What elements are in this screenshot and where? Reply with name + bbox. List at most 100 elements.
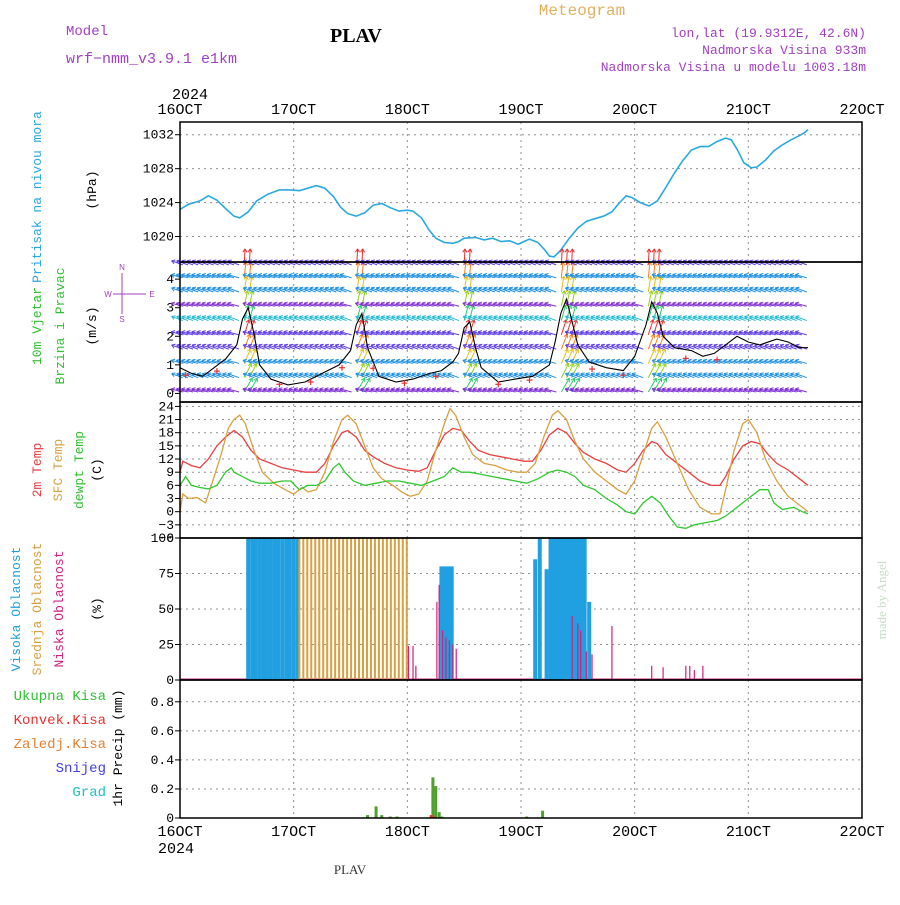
- wind-arrowhead: [392, 316, 396, 317]
- wind-arrowhead: [207, 274, 211, 275]
- wind-arrowhead: [279, 359, 283, 360]
- wind-arrowhead: [698, 331, 702, 332]
- wind-arrowhead: [509, 260, 513, 261]
- wind-arrowhead: [514, 331, 518, 332]
- wind-arrowhead: [269, 316, 273, 317]
- wind-arrowhead: [299, 287, 303, 288]
- wind-arrowhead: [693, 359, 697, 360]
- wind-arrowhead: [371, 331, 375, 332]
- wind-arrowhead: [719, 331, 723, 332]
- wind-arrowhead: [172, 373, 176, 374]
- wind-arrowhead: [575, 331, 579, 332]
- wind-arrowhead: [698, 260, 702, 261]
- wind-arrowhead: [765, 373, 769, 374]
- wind-arrowhead: [412, 274, 416, 275]
- wind-arrowhead: [540, 373, 544, 374]
- wind-arrowhead: [330, 260, 334, 261]
- station-title: PLAV: [330, 25, 382, 47]
- wind-arrowhead: [760, 287, 764, 288]
- wind-arrowhead: [305, 344, 309, 345]
- wind-arrowhead: [356, 287, 360, 288]
- wind-arrowhead: [499, 373, 503, 374]
- wind-arrowhead: [192, 359, 196, 360]
- wind-arrowhead: [289, 331, 293, 332]
- wind-arrowhead: [279, 373, 283, 374]
- wind-arrowhead: [223, 373, 227, 374]
- wind-arrowhead: [601, 373, 605, 374]
- wind-arrowhead: [540, 287, 544, 288]
- wind-arrowhead: [709, 287, 713, 288]
- wind-arrowhead: [181, 359, 185, 360]
- wind-arrowhead: [197, 274, 201, 275]
- time-label-top: 18OCT: [385, 102, 430, 119]
- tick-label: 21: [158, 413, 174, 428]
- dewpoint-line: [180, 463, 808, 528]
- tick-label: 0.4: [151, 753, 175, 768]
- wind-arrows: [171, 249, 807, 392]
- wind-arrowhead: [463, 287, 467, 288]
- wind-arrowhead: [734, 260, 738, 261]
- wind-arrowhead: [760, 260, 764, 261]
- wind-arrowhead: [657, 287, 661, 288]
- wind-arrowhead: [218, 316, 222, 317]
- wind-arrowhead: [304, 388, 308, 389]
- wind-arrowhead: [729, 388, 733, 389]
- wind-arrowhead: [223, 316, 227, 317]
- wind-arrowhead: [596, 302, 600, 303]
- wind-arrowhead: [535, 344, 539, 345]
- wind-arrowhead: [744, 302, 748, 303]
- wind-arrowhead: [795, 388, 799, 389]
- wind-arrowhead: [371, 274, 375, 275]
- wind-arrowhead: [596, 331, 600, 332]
- wind-arrowhead: [719, 344, 723, 345]
- wind-arrowhead: [688, 331, 692, 332]
- tick-label: 50: [158, 602, 174, 617]
- wind-arrowhead: [355, 302, 359, 303]
- wind-arrowhead: [632, 260, 636, 261]
- wind-arrowhead: [576, 287, 580, 288]
- wind-arrowhead: [529, 331, 533, 332]
- wind-arrowhead: [657, 274, 661, 275]
- tick-label: 75: [158, 567, 174, 582]
- wind-arrowhead: [494, 287, 498, 288]
- wind-arrowhead: [309, 331, 313, 332]
- tick-label: 9: [166, 465, 174, 480]
- wind-arrowhead: [683, 287, 687, 288]
- wind-arrowhead: [284, 260, 288, 261]
- wind-arrowhead: [724, 331, 728, 332]
- tick-label: 1028: [143, 162, 174, 177]
- wind-arrowhead: [243, 302, 247, 303]
- wind-arrowhead: [182, 260, 186, 261]
- wind-arrowhead: [417, 260, 421, 261]
- wind-arrowhead: [202, 260, 206, 261]
- wind-arrowhead: [632, 344, 636, 345]
- wind-arrowhead: [514, 302, 518, 303]
- tick-label: 0: [166, 505, 174, 520]
- wind-arrowhead: [396, 388, 400, 389]
- wind-arrowhead: [366, 302, 370, 303]
- high-cloud-bar: [262, 538, 266, 680]
- wind-arrowhead: [412, 359, 416, 360]
- wind-arrowhead: [197, 287, 201, 288]
- time-label-top: 17OCT: [271, 102, 316, 119]
- wind-arrowhead: [744, 373, 748, 374]
- wind-arrowhead: [586, 260, 590, 261]
- wind-arrowhead: [770, 287, 774, 288]
- time-label-bottom: 17OCT: [271, 824, 316, 841]
- wind-arrowhead: [310, 316, 314, 317]
- wind-arrowhead: [606, 260, 610, 261]
- wind-arrowhead: [529, 274, 533, 275]
- total-precip-bar: [541, 811, 544, 818]
- mid-cloud-bar: [374, 538, 376, 680]
- wind-arrowhead: [412, 331, 416, 332]
- wind-arrowhead: [202, 388, 206, 389]
- wind-arrowhead: [621, 302, 625, 303]
- compass-rose: N W E S: [104, 263, 154, 324]
- wind-arrowhead: [698, 302, 702, 303]
- wind-arrowhead: [279, 302, 283, 303]
- wind-arrowhead: [709, 373, 713, 374]
- cloud-ylabel-2: Srednja Oblacnost: [30, 543, 45, 676]
- wind-arrowhead: [212, 260, 216, 261]
- wind-arrowhead: [299, 359, 303, 360]
